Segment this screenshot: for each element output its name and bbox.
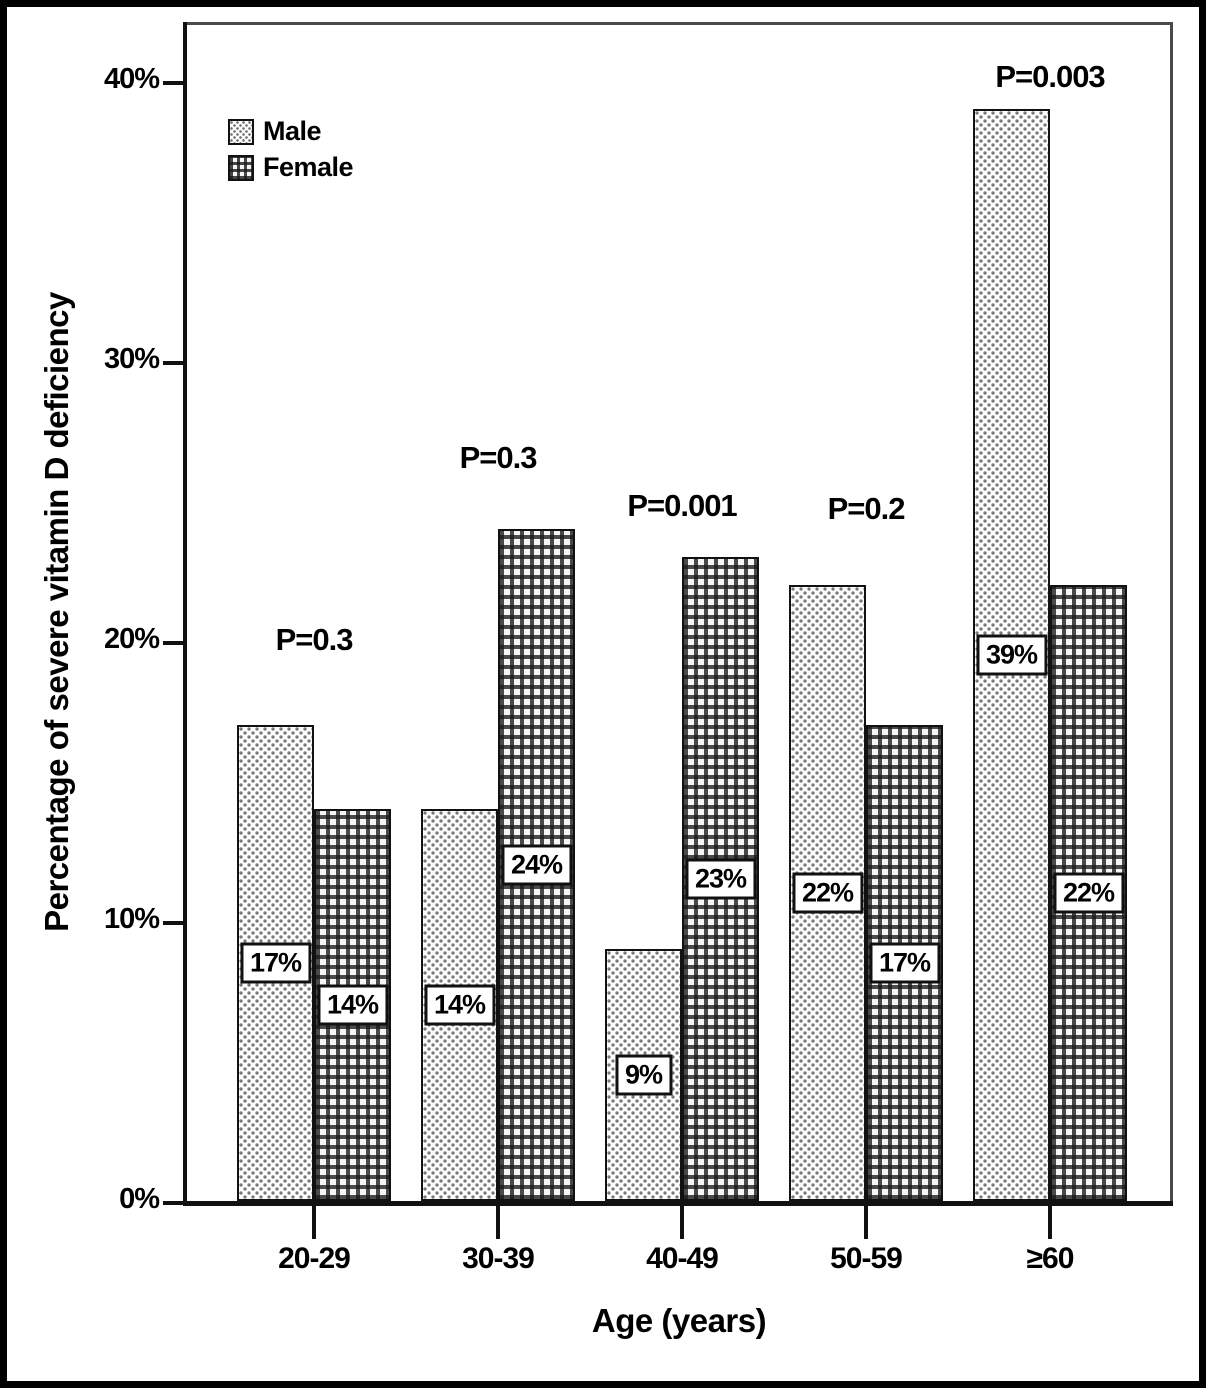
x-tick-mark <box>864 1206 868 1239</box>
x-tick-mark <box>1048 1206 1052 1239</box>
y-axis-title: Percentage of severe vitamin D deficienc… <box>38 292 75 932</box>
x-tick-label: 40-49 <box>646 1242 719 1275</box>
y-tick-mark <box>163 361 183 365</box>
x-axis-title: Age (years) <box>591 1302 767 1339</box>
value-label-male-≥60: 39% <box>975 634 1048 676</box>
y-tick-mark <box>163 641 183 645</box>
y-axis-line <box>183 22 187 1206</box>
p-value-annotation: P=0.3 <box>275 622 354 658</box>
value-label-female-50-59: 17% <box>868 942 941 984</box>
value-label-male-20-29: 17% <box>239 942 312 984</box>
plot-box-right-line <box>1170 22 1173 1206</box>
y-tick-label: 0% <box>119 1183 160 1215</box>
x-tick-mark <box>496 1206 500 1239</box>
x-tick-mark <box>312 1206 316 1239</box>
legend: Male Female <box>228 116 354 188</box>
y-tick-mark <box>163 1201 183 1205</box>
value-label-male-30-39: 14% <box>423 984 496 1026</box>
x-axis-line <box>183 1201 1173 1206</box>
legend-item-male: Male <box>228 116 353 147</box>
value-label-female-30-39: 24% <box>500 844 573 886</box>
y-tick-mark <box>163 81 183 85</box>
legend-label-female: Female <box>263 152 354 182</box>
x-tick-label: 50-59 <box>830 1242 903 1275</box>
value-label-male-40-49: 9% <box>614 1054 673 1096</box>
female-pattern-swatch-icon <box>228 154 254 181</box>
p-value-annotation: P=0.3 <box>459 440 538 476</box>
y-tick-label: 20% <box>103 623 160 655</box>
legend-item-female: Female <box>228 152 354 183</box>
y-tick-mark <box>163 921 183 925</box>
p-value-annotation: P=0.001 <box>627 487 737 523</box>
plot-box-top-line <box>183 22 1173 25</box>
y-tick-label: 40% <box>103 63 160 95</box>
value-label-female-≥60: 22% <box>1052 872 1125 914</box>
p-value-annotation: P=0.003 <box>995 59 1105 95</box>
value-label-female-40-49: 23% <box>684 858 757 900</box>
x-tick-label: ≥60 <box>1026 1242 1075 1275</box>
legend-label-male: Male <box>263 116 322 146</box>
p-value-annotation: P=0.2 <box>827 490 906 526</box>
x-tick-label: 20-29 <box>278 1242 351 1275</box>
value-label-female-20-29: 14% <box>316 984 389 1026</box>
y-tick-label: 30% <box>103 343 160 375</box>
male-pattern-swatch-icon <box>228 118 254 145</box>
x-tick-mark <box>680 1206 684 1239</box>
value-label-male-50-59: 22% <box>791 872 864 914</box>
x-tick-label: 30-39 <box>462 1242 535 1275</box>
y-tick-label: 10% <box>103 903 160 935</box>
